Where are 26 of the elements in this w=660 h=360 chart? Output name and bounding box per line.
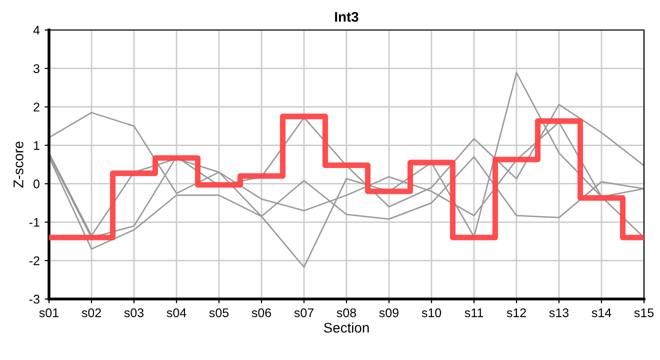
- x-tick-label: s02: [82, 308, 101, 318]
- y-tick-label: 4: [33, 26, 40, 35]
- x-tick-label: s15: [634, 308, 654, 318]
- x-axis-title: Section: [324, 322, 369, 333]
- x-tick-label: s07: [294, 308, 314, 318]
- x-tick-label: s12: [506, 308, 526, 318]
- y-axis-title: Z-score: [14, 142, 24, 188]
- x-tick-label: s06: [252, 308, 272, 318]
- x-tick-label: s05: [209, 308, 229, 318]
- y-tick-label: 3: [34, 64, 40, 74]
- x-tick-label: s10: [422, 308, 442, 318]
- x-tick-label: s11: [464, 308, 484, 318]
- y-tick-label: 1: [34, 141, 40, 150]
- x-tick-label: s03: [124, 308, 144, 318]
- chart-title: Int3: [335, 12, 358, 22]
- y-tick-label: 0: [34, 180, 40, 188]
- x-tick-label: s13: [549, 308, 569, 318]
- y-tick-label: -2: [29, 256, 40, 266]
- y-tick-label: -1: [29, 218, 40, 227]
- x-tick-label: s09: [379, 308, 398, 318]
- x-tick-label: s14: [592, 308, 612, 318]
- x-tick-label: s01: [39, 308, 58, 318]
- x-tick-label: s08: [336, 308, 356, 318]
- y-tick-label: -3: [29, 294, 40, 304]
- y-tick-label: 2: [34, 102, 40, 112]
- x-tick-label: s04: [166, 308, 186, 318]
